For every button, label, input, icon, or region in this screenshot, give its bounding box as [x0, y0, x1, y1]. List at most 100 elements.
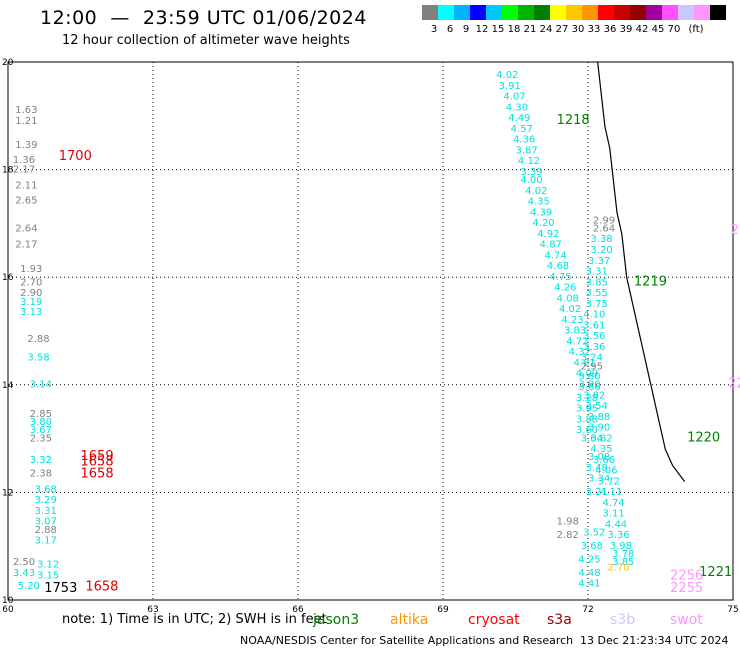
swh-data-label: 2.17	[15, 240, 37, 251]
swh-data-label: 3.32	[30, 455, 52, 466]
x-tick-label: 75	[727, 605, 738, 615]
swh-data-label: 4.00	[520, 175, 542, 186]
swh-data-label: 4.35	[590, 444, 612, 455]
swh-data-label: 4.26	[554, 283, 576, 294]
legend-label: 42	[636, 24, 649, 35]
swh-data-label: 4.75	[549, 272, 571, 283]
swh-data-label: 3.60	[576, 425, 598, 436]
swh-data-label: 3.12	[37, 560, 59, 571]
swh-data-label: 4.23	[561, 315, 583, 326]
legend-swatch	[470, 5, 486, 20]
swh-data-label: 3.36	[583, 342, 605, 353]
pass-time-label: 1220	[687, 430, 720, 445]
legend-swatch	[582, 5, 598, 20]
color-legend: 3 6 9 12 15 18 21 24 27 30 33 36 39 42 45 70 (ft)	[422, 5, 726, 35]
y-tick-label: 20	[2, 58, 14, 68]
swh-data-label: 3.87	[516, 145, 538, 156]
swh-data-label: 2.64	[15, 223, 37, 234]
swh-data-label: 2.70	[20, 277, 42, 288]
swh-data-label: 2.85	[30, 409, 52, 420]
swh-data-label: 4.07	[503, 92, 525, 103]
swh-data-label: 1.93	[20, 264, 42, 275]
swh-data-label: 3.68	[581, 541, 603, 552]
swh-data-label: 4.25	[578, 554, 600, 565]
swh-data-label: 3.43	[13, 568, 35, 579]
legend-swatch	[534, 5, 550, 20]
legend-swatch	[550, 5, 566, 20]
legend-swatch	[566, 5, 582, 20]
swh-data-label: 4.02	[559, 304, 581, 315]
swh-data-label: 3.83	[564, 326, 586, 337]
coastline	[597, 61, 686, 482]
swh-data-label: 3.66	[593, 455, 615, 466]
footer-credit: NOAA/NESDIS Center for Satellite Applica…	[240, 634, 574, 647]
swh-data-label: 3.56	[583, 331, 605, 342]
swh-data-label: 4.72	[566, 336, 588, 347]
swh-data-label: 2.35	[30, 433, 52, 444]
legend-label: 9	[463, 24, 469, 35]
swh-data-label: 3.36	[607, 530, 629, 541]
legend-swatch	[630, 5, 646, 20]
swh-data-label: 3.88	[588, 412, 610, 423]
swh-data-label: 3.55	[586, 288, 608, 299]
swh-data-label: 3.20	[590, 245, 612, 256]
swh-data-label: 4.10	[583, 310, 605, 321]
swh-data-label: 2.70	[607, 562, 629, 573]
swh-data-label: 4.35	[528, 197, 550, 208]
swh-data-label: 2.95	[581, 362, 603, 373]
swh-data-label: 3.37	[588, 256, 610, 267]
swh-data-label: 4.74	[603, 498, 625, 509]
pass-time-label: 1658	[85, 579, 118, 594]
legend-swatch	[694, 5, 710, 20]
y-tick-label: 16	[2, 273, 14, 283]
plot-frame	[7, 61, 734, 601]
swh-data-label: 3.64	[581, 433, 603, 444]
legend-label: 12	[476, 24, 489, 35]
swh-data-label: 3.80	[578, 371, 600, 382]
satellite-jason3: jason3	[313, 612, 360, 628]
legend-swatch	[486, 5, 502, 20]
legend-label: 39	[620, 24, 633, 35]
swh-data-label: 4.74	[545, 250, 567, 261]
y-tick-label: 14	[2, 381, 14, 391]
swh-data-label: 2.11	[15, 180, 37, 191]
footer-timestamp: 13 Dec 21:23:34 UTC 2024	[580, 634, 729, 647]
swh-data-label: 2.90	[20, 288, 42, 299]
pass-time-label: 1753	[44, 581, 77, 596]
swh-data-label: 3.66	[578, 382, 600, 393]
swh-data-label: 4.57	[511, 124, 533, 135]
satellite-altika: altika	[390, 612, 429, 628]
swh-data-label: 3.90	[588, 423, 610, 434]
legend-label: 70	[668, 24, 681, 35]
swh-data-label: 4.44	[605, 519, 627, 530]
swh-data-label: 3.82	[590, 433, 612, 444]
swh-data-label: 4.09	[576, 369, 598, 380]
swh-data-label: 4.92	[537, 229, 559, 240]
legend-label: 6	[447, 24, 453, 35]
swh-data-label: 4.36	[513, 135, 535, 146]
swh-data-label: 4.32	[569, 347, 591, 358]
legend-label: 15	[492, 24, 505, 35]
chart-title: 12:00 — 23:59 UTC 01/06/2024	[40, 7, 367, 29]
y-tick-label: 18	[2, 166, 14, 176]
swh-data-label: 3.54	[586, 401, 608, 412]
swh-data-label: 3.78	[612, 549, 634, 560]
legend-label: 18	[508, 24, 521, 35]
legend-swatch	[502, 5, 518, 20]
swh-data-label: 2.50	[13, 557, 35, 568]
swh-data-label: 3.07	[35, 517, 57, 528]
legend-label: 36	[604, 24, 617, 35]
swh-data-label: 3.98	[610, 541, 632, 552]
swh-data-label: 4.12	[518, 156, 540, 167]
swh-data-label: 1.21	[15, 116, 37, 127]
pass-time-label: 1219	[634, 274, 667, 289]
swh-data-label: 4.87	[540, 240, 562, 251]
swh-data-label: 4.81	[574, 358, 596, 369]
swh-data-label: 3.38	[590, 234, 612, 245]
x-tick-label: 69	[437, 605, 449, 615]
legend-swatch	[454, 5, 470, 20]
legend-label: 45	[652, 24, 665, 35]
pass-time-label: 2258	[731, 223, 740, 238]
swh-data-label: 3.82	[583, 390, 605, 401]
swh-data-label: 3.29	[35, 495, 57, 506]
